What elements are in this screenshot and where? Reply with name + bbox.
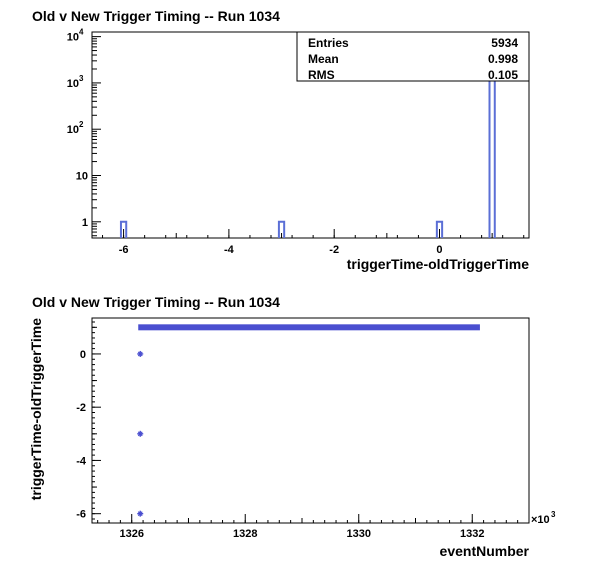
scat-point-d2 [137, 351, 143, 357]
histogram-title: Old v New Trigger Timing -- Run 1034 [32, 8, 280, 24]
scat-x-tick-label: 1332 [460, 528, 484, 540]
stats-value: 5934 [491, 36, 518, 50]
scatter-panel: 1326 1328 1330 1332 -6 -4 -2 0 eventNumber trig… [28, 317, 556, 559]
stats-label: Mean [308, 52, 339, 66]
hist-y-tick-exp: 3 [79, 74, 84, 83]
hist-y-tick-exp: 4 [79, 28, 84, 37]
stats-box: Entries 5934 Mean 0.998 RMS 0.105 [296, 31, 530, 82]
hist-y-tick-base: 10 [67, 78, 79, 90]
hist-bar [435, 220, 444, 238]
hist-y-tick-label: 1 [82, 217, 88, 229]
x-multiplier-base: ×10 [531, 514, 550, 526]
hist-y-tick-base: 1 [82, 217, 88, 229]
scatter-frame [91, 317, 530, 524]
scat-point-d2 [137, 431, 143, 437]
stats-label: RMS [308, 68, 335, 82]
scat-point-d2 [137, 511, 143, 517]
hist-x-tick-label: 0 [436, 244, 442, 256]
scat-x-tick-label: 1330 [346, 528, 370, 540]
hist-y-tick-label: 10 3 [67, 74, 84, 90]
hist-x-tick-label: -2 [329, 244, 339, 256]
histogram-xlabel: triggerTime-oldTriggerTime [347, 256, 530, 272]
scat-band [138, 324, 480, 331]
scat-y-tick-label: 0 [80, 349, 86, 361]
scatter-title: Old v New Trigger Timing -- Run 1034 [32, 294, 280, 310]
scat-x-tick-label: 1328 [233, 528, 257, 540]
hist-y-tick-base: 10 [67, 32, 79, 44]
hist-x-tick-label: -4 [224, 244, 235, 256]
scat-x-tick-label: 1326 [119, 528, 143, 540]
scatter-ylabel: triggerTime-oldTriggerTime [28, 318, 44, 501]
stats-value: 0.998 [488, 52, 518, 66]
hist-bar [119, 220, 128, 238]
x-multiplier-exp: 3 [551, 510, 556, 519]
hist-y-tick-label: 10 2 [67, 120, 84, 136]
scat-point [137, 430, 144, 437]
hist-x-tick-label: -6 [119, 244, 129, 256]
scat-y-tick-label: -4 [76, 455, 87, 467]
hist-y-tick-label: 10 4 [67, 28, 84, 44]
hist-y-tick-label: 10 [76, 171, 88, 183]
hist-bar [277, 220, 286, 238]
stats-label: Entries [308, 36, 349, 50]
x-multiplier-label: ×10 3 [531, 510, 556, 526]
hist-y-tick-exp: 2 [79, 120, 84, 129]
scat-point [137, 510, 144, 517]
scatter-xlabel: eventNumber [440, 543, 530, 559]
hist-y-tick-base: 10 [67, 124, 79, 136]
scat-y-tick-label: -6 [76, 509, 86, 521]
hist-y-tick-base: 10 [76, 171, 88, 183]
stats-value: 0.105 [488, 68, 518, 82]
stats-box-frame [296, 31, 530, 82]
scat-y-tick-label: -2 [76, 402, 86, 414]
scat-point [137, 350, 144, 357]
